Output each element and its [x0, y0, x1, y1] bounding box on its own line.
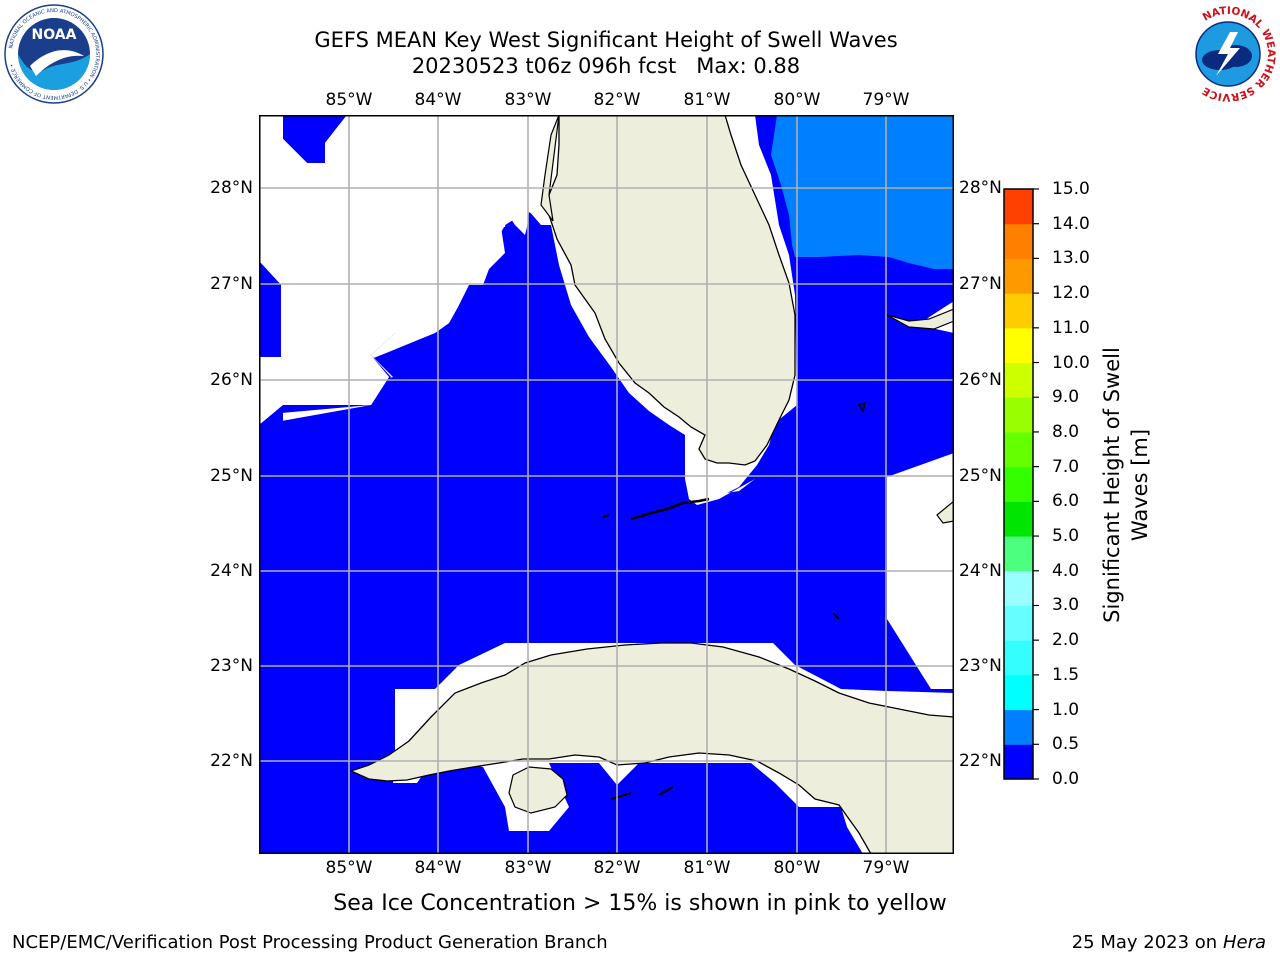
- colorbar-tick-label: 3.0: [1052, 595, 1080, 616]
- colorbar-segment: [1004, 397, 1033, 433]
- colorbar-tick-label: 9.0: [1052, 387, 1080, 408]
- lon-label-bottom: 79°W: [862, 858, 910, 878]
- lon-label-top: 81°W: [683, 90, 731, 110]
- colorbar-tick-label: 1.0: [1052, 699, 1080, 720]
- footer-branch: NCEP/EMC/Verification Post Processing Pr…: [12, 932, 608, 953]
- colorbar-tick-label: 1.5: [1052, 664, 1080, 685]
- colorbar: [1003, 188, 1039, 780]
- lon-label-bottom: 80°W: [773, 858, 821, 878]
- colorbar-tick-label: 8.0: [1052, 421, 1080, 442]
- colorbar-tick-label: 11.0: [1052, 317, 1090, 338]
- isla-juventud: [508, 766, 568, 814]
- florida-land: [548, 115, 796, 466]
- colorbar-label-line2: Waves [m]: [1128, 428, 1152, 542]
- colorbar-segment: [1004, 570, 1033, 606]
- lat-label-right: 27°N: [959, 274, 1002, 294]
- lon-label-bottom: 83°W: [504, 858, 552, 878]
- lat-label-left: 23°N: [210, 656, 253, 676]
- colorbar-segment: [1004, 223, 1033, 259]
- colorbar-tick-label: 0.5: [1052, 734, 1080, 755]
- florida-keys: [630, 497, 710, 521]
- lat-label-right: 28°N: [959, 178, 1002, 198]
- lat-label-right: 26°N: [959, 370, 1002, 390]
- colorbar-segment: [1004, 709, 1033, 745]
- lat-label-right: 24°N: [959, 561, 1002, 581]
- colorbar-segment: [1004, 536, 1033, 572]
- lat-label-right: 22°N: [959, 751, 1002, 771]
- colorbar-label: Significant Height of Swell Waves [m]: [1098, 295, 1158, 675]
- chart-title: GEFS MEAN Key West Significant Height of…: [314, 28, 898, 52]
- colorbar-segment: [1004, 362, 1033, 398]
- noaa-wordmark: NOAA: [32, 27, 77, 43]
- lon-label-bottom: 84°W: [414, 858, 462, 878]
- lat-label-right: 23°N: [959, 656, 1002, 676]
- colorbar-tick-label: 10.0: [1052, 352, 1090, 373]
- colorbar-tick-label: 7.0: [1052, 456, 1080, 477]
- lon-label-top: 85°W: [325, 90, 373, 110]
- noaa-logo: NOAA NATIONAL OCEANIC AND ATMOSPHERIC AD…: [4, 4, 104, 104]
- lon-label-bottom: 81°W: [683, 858, 731, 878]
- colorbar-tick-label: 6.0: [1052, 491, 1080, 512]
- lat-label-left: 22°N: [210, 751, 253, 771]
- map-plot: [259, 115, 954, 854]
- lon-label-top: 83°W: [504, 90, 552, 110]
- lat-label-left: 27°N: [210, 274, 253, 294]
- lat-label-left: 28°N: [210, 178, 253, 198]
- lat-label-right: 25°N: [959, 466, 1002, 486]
- sea-ice-note: Sea Ice Concentration > 15% is shown in …: [333, 891, 947, 916]
- swell-field-mid: [771, 115, 954, 269]
- colorbar-segment: [1004, 501, 1033, 537]
- lon-label-top: 82°W: [593, 90, 641, 110]
- colorbar-tick-label: 2.0: [1052, 630, 1080, 651]
- nws-logo: NATIONAL WEATHER SERVICE: [1179, 5, 1277, 103]
- colorbar-segment: [1004, 744, 1033, 780]
- cuba-land: [349, 642, 954, 854]
- lat-label-left: 26°N: [210, 370, 253, 390]
- colorbar-segment: [1004, 466, 1033, 502]
- colorbar-tick-label: 4.0: [1052, 560, 1080, 581]
- colorbar-tick-label: 13.0: [1052, 248, 1090, 269]
- footer-date: 25 May 2023 on Hera: [1071, 932, 1266, 953]
- colorbar-tick-label: 5.0: [1052, 526, 1080, 547]
- colorbar-segment: [1004, 431, 1033, 468]
- lon-label-top: 79°W: [862, 90, 910, 110]
- lat-label-left: 25°N: [210, 466, 253, 486]
- lon-label-bottom: 82°W: [593, 858, 641, 878]
- lon-label-top: 84°W: [414, 90, 462, 110]
- lon-label-top: 80°W: [773, 90, 821, 110]
- colorbar-tick-label: 14.0: [1052, 213, 1090, 234]
- lon-label-bottom: 85°W: [325, 858, 373, 878]
- colorbar-segment: [1004, 605, 1033, 641]
- colorbar-segment: [1004, 327, 1033, 364]
- colorbar-segment: [1004, 674, 1033, 711]
- colorbar-tick-label: 12.0: [1052, 283, 1090, 304]
- colorbar-segment: [1004, 293, 1033, 329]
- colorbar-segment: [1004, 258, 1033, 294]
- colorbar-segment: [1004, 640, 1033, 676]
- chart-subtitle: 20230523 t06z 096h fcst Max: 0.88: [411, 54, 801, 78]
- colorbar-segment: [1004, 189, 1033, 225]
- colorbar-tick-label: 15.0: [1052, 179, 1090, 199]
- lat-label-left: 24°N: [210, 561, 253, 581]
- colorbar-tick-label: 0.0: [1052, 769, 1080, 789]
- map-frame: [259, 115, 954, 854]
- colorbar-label-line1: Significant Height of Swell: [1100, 347, 1124, 623]
- graticule: [259, 115, 954, 854]
